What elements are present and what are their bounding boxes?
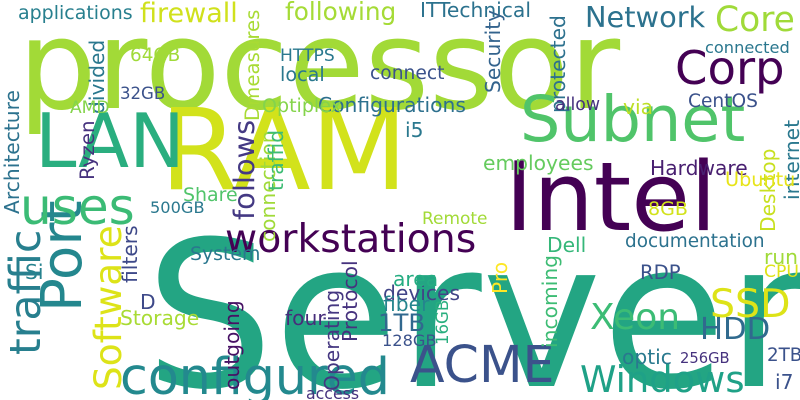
word-documentation: documentation xyxy=(625,231,765,252)
word-rdp: RDP xyxy=(640,261,681,284)
word-128gb: 128GB xyxy=(382,331,437,350)
word-ram: RAM xyxy=(160,85,408,216)
word-256gb: 256GB xyxy=(680,350,730,367)
word-ryzen: Ryzen xyxy=(76,120,99,180)
word-optiplex: Optiplex xyxy=(262,95,342,117)
word-windows: Windows xyxy=(580,358,745,400)
word-local: local xyxy=(280,63,325,86)
word-applications: applications xyxy=(18,2,133,24)
word-optic: optic xyxy=(622,345,672,369)
word-500gb: 500GB xyxy=(150,198,205,217)
word-d: D xyxy=(140,290,156,314)
word-system: System xyxy=(190,243,261,265)
word-cpu: CPU xyxy=(764,262,799,282)
word-pro: Pro xyxy=(488,261,512,294)
word-server: Server xyxy=(145,198,800,400)
word-32gb: 32GB xyxy=(120,84,166,103)
word-protocol: Protocol xyxy=(338,260,362,342)
word-subnet: Subnet xyxy=(520,82,746,156)
word-core: Core xyxy=(715,0,795,40)
word-firewall: firewall xyxy=(140,0,238,29)
word-employees: employees xyxy=(483,151,594,175)
word-devices: devices xyxy=(383,281,461,305)
word-access: access xyxy=(306,384,360,400)
word-acme: ACME xyxy=(410,335,555,394)
word-share: Share xyxy=(183,184,238,206)
word-16gb: 16GB xyxy=(433,299,452,345)
word-storage: Storage xyxy=(120,306,200,330)
word-four: four xyxy=(285,306,326,330)
word-xeon: Xeon xyxy=(590,297,681,338)
word-si: Si xyxy=(25,260,44,284)
word-hdd: HDD xyxy=(700,312,771,347)
word-ubuntu: Ubuntu xyxy=(725,168,796,191)
word-amd: AMD xyxy=(70,98,110,118)
word-intel: Intel xyxy=(505,141,717,253)
word-filters: filters xyxy=(118,225,142,283)
word-run: run xyxy=(764,245,798,269)
word-remote: Remote xyxy=(422,209,488,229)
word-allow: allow xyxy=(555,95,601,115)
word-fiber: fiber xyxy=(383,292,430,316)
word-dmeasures: Dmeasures xyxy=(241,9,264,121)
word-ssd: SSD xyxy=(710,281,791,327)
word-configured: configured xyxy=(120,347,390,400)
word-processor: processor xyxy=(18,0,621,138)
word-security: Security xyxy=(481,9,505,93)
word-traffid: traffid xyxy=(264,129,288,191)
word-workstations: workstations xyxy=(225,216,477,262)
word-lan: LAN xyxy=(35,98,185,185)
word-via: via xyxy=(623,95,654,119)
word-connected: connected xyxy=(705,38,790,57)
word-uses: uses xyxy=(20,178,135,236)
word-centos: CentOS xyxy=(688,91,758,112)
word-network: Network xyxy=(585,0,706,34)
word-configurations: Configurations xyxy=(318,93,466,117)
word-1tb: 1TB xyxy=(378,308,426,337)
word-ittechnical: ITTechnical xyxy=(420,0,531,22)
word-corp: Corp xyxy=(675,41,785,95)
word-architecture: Architecture xyxy=(0,90,24,214)
word-traffic: traffic xyxy=(1,229,51,355)
word-https: HTTPS xyxy=(280,46,335,66)
word-outgoing: outgoing xyxy=(220,300,244,390)
word-2tb: 2TB xyxy=(767,345,800,366)
word-connect: connect xyxy=(370,63,445,84)
word-i5: i5 xyxy=(405,118,424,142)
word-area: area xyxy=(393,267,439,291)
word-8gb: 8GB xyxy=(648,198,688,220)
word-i7: i7 xyxy=(775,370,794,394)
word-hardware: Hardware xyxy=(650,156,748,180)
word-following: following xyxy=(285,0,397,26)
word-dell: Dell xyxy=(547,233,587,257)
word-incoming: incoming xyxy=(538,254,562,348)
word-64gb: 64GB xyxy=(130,45,181,66)
